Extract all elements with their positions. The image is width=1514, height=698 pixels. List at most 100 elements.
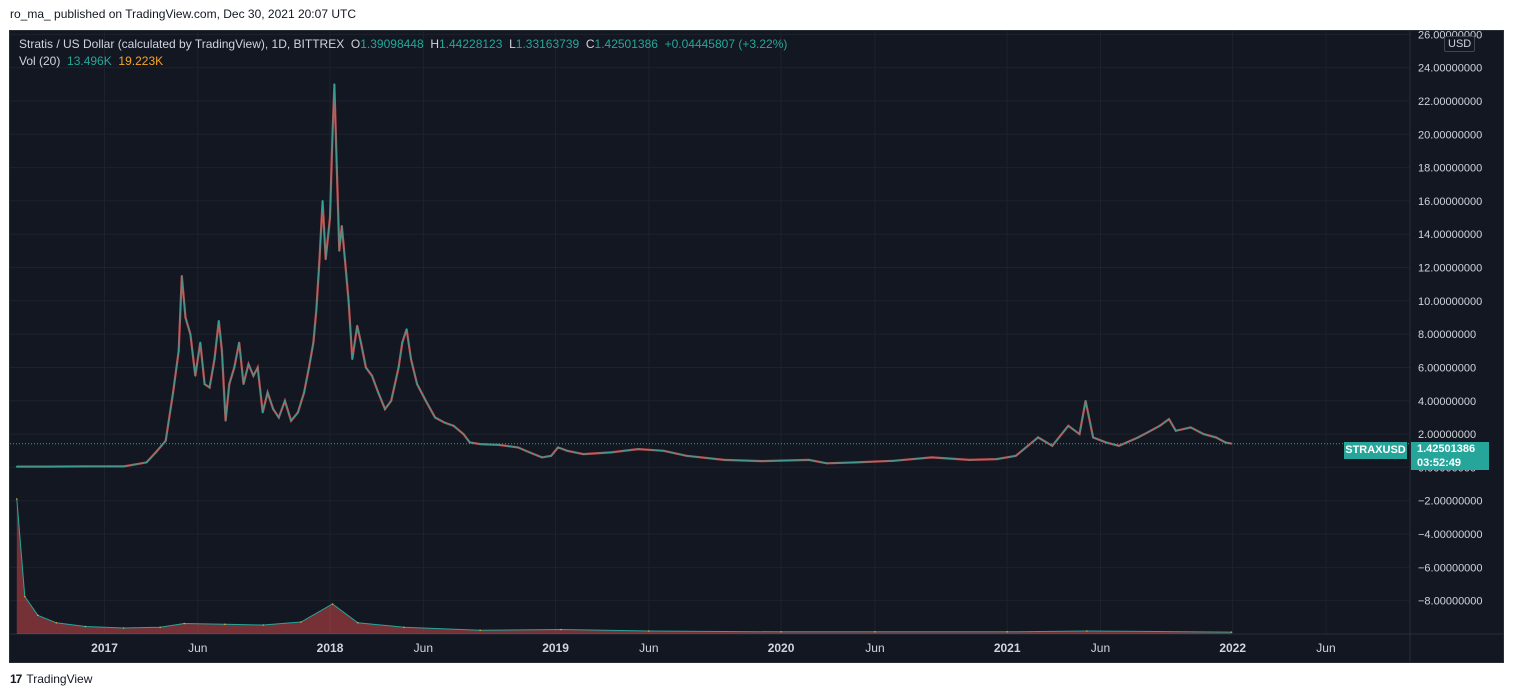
price-point [189,333,192,336]
price-point [46,465,49,468]
price-point [371,374,373,377]
y-tick-label: −8.00000000 [1418,596,1483,608]
price-point [968,459,971,461]
price-point [1051,444,1054,447]
price-point [224,419,227,422]
price-point [1067,424,1070,427]
open-value: 1.39098448 [360,37,424,51]
price-point [199,341,202,344]
price-point [164,439,167,442]
price-point [308,366,310,369]
y-tick-label: −4.00000000 [1418,529,1483,541]
price-point [405,328,408,331]
price-point [462,433,465,436]
y-tick-label: −2.00000000 [1418,496,1483,508]
price-point [377,391,380,394]
price-point [1078,433,1081,436]
price-point [541,456,543,459]
price-point [1224,441,1227,444]
volume-point [780,630,782,633]
price-point [582,453,585,455]
volume-point [262,624,265,626]
y-tick-label: 8.00000000 [1418,329,1476,341]
price-point [723,459,726,461]
price-point [284,399,286,402]
x-tick-label: Jun [414,641,433,655]
price-point [434,416,436,419]
price-point [213,358,216,361]
footer-brand[interactable]: 17 TradingView [10,672,92,686]
price-point [318,258,321,261]
price-point [297,411,299,414]
volume-point [122,627,125,629]
open-label: O [350,37,361,51]
price-point [338,249,341,252]
price-point [416,383,419,386]
volume-point [1006,630,1008,633]
price-point [177,349,180,352]
ohlc-row: Stratis / US Dollar (calculated by Tradi… [19,36,787,53]
volume-point [37,614,39,617]
price-point [321,200,324,202]
tradingview-logo-icon: 17 [10,672,22,686]
x-tick-label: Jun [865,641,884,655]
change-value: +0.04445807 (+3.22%) [664,37,788,51]
price-point [662,449,665,452]
volume-point [183,622,186,625]
volume-label: Vol (20) [19,54,61,68]
price-point [172,391,175,394]
last-price-tag: 1.42501386 03:52:49 [1411,442,1489,470]
volume-area [16,499,1232,634]
price-point [443,421,446,424]
price-point [892,459,895,462]
price-point [1215,436,1217,439]
price-point [566,449,569,452]
price-point [397,366,400,369]
price-point [180,274,183,277]
currency-unit-button[interactable]: USD [1444,36,1476,52]
price-point [184,316,187,319]
y-tick-label: 16.00000000 [1418,196,1482,208]
price-point [238,341,241,344]
symbol-price-tag: STRAXUSD [1344,442,1407,459]
price-point [331,133,334,136]
price-point [995,458,998,460]
x-tick-label: Jun [1091,641,1110,655]
volume-point [15,498,18,500]
x-tick-label: Jun [639,641,658,655]
price-point [208,386,211,389]
price-point [401,341,404,344]
price-point [479,443,482,446]
price-point [825,462,828,465]
y-tick-label: 14.00000000 [1418,229,1482,241]
footer-brand-name: TradingView [26,672,93,686]
price-point [854,461,857,464]
price-point [1137,436,1140,439]
volume-point [1230,631,1233,633]
volume-point [560,628,562,631]
volume-point [84,625,87,628]
chart-panel[interactable]: 26.0000000024.0000000022.0000000020.0000… [9,30,1504,663]
price-point [15,465,18,468]
price-point [468,441,471,444]
price-point [637,448,640,451]
y-tick-label: 12.00000000 [1418,263,1482,275]
price-point [347,299,350,302]
price-point [364,366,367,369]
y-tick-label: 20.00000000 [1418,129,1482,141]
price-point [1202,433,1205,436]
price-point [145,461,148,464]
price-line [16,84,1232,468]
price-point [335,166,338,169]
volume-point [300,621,302,623]
price-point [550,454,553,457]
price-point [610,451,613,454]
price-chart[interactable]: 26.0000000024.0000000022.0000000020.0000… [10,31,1503,662]
volume-point [24,595,26,598]
publisher-caption: ro_ma_ published on TradingView.com, Dec… [10,7,356,21]
volume-point [357,621,359,624]
price-point [228,383,231,386]
price-point [247,363,250,366]
last-price-value: 1.42501386 [1417,443,1476,455]
price-point [277,416,280,419]
